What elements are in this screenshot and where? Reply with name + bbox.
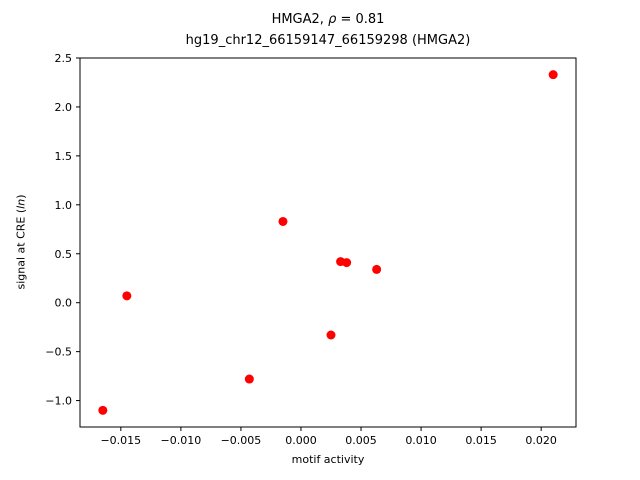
scatter-point — [326, 330, 336, 340]
x-tick-label: 0.015 — [465, 434, 497, 447]
y-tick-label: 2.0 — [55, 101, 73, 114]
scatter-point — [372, 264, 382, 274]
y-axis-label: signal at CRE (ln) — [15, 195, 28, 290]
x-axis-label: motif activity — [291, 453, 365, 466]
y-tick-label: 0.5 — [55, 248, 73, 261]
y-axis-label-prefix: signal at CRE ( — [14, 208, 28, 290]
scatter-point — [98, 405, 108, 415]
title-rho-value: = 0.81 — [336, 12, 385, 27]
y-tick-label: 1.5 — [55, 150, 73, 163]
chart-title-line2: hg19_chr12_66159147_66159298 (HMGA2) — [185, 33, 471, 48]
scatter-point — [122, 291, 132, 301]
scatter-point — [244, 374, 254, 384]
y-tick-label: 2.5 — [55, 52, 73, 65]
x-tick-label: 0.005 — [345, 434, 377, 447]
y-axis-label-suffix: ) — [14, 194, 28, 199]
x-tick-label: 0.000 — [285, 434, 317, 447]
chart-title-line1: HMGA2, ρ = 0.81 — [80, 12, 576, 27]
scatter-point — [278, 216, 288, 226]
x-tick-label: −0.010 — [161, 434, 202, 447]
title-rho-symbol: ρ — [328, 12, 337, 27]
plot-frame — [79, 57, 577, 428]
scatter-point — [342, 258, 352, 268]
y-tick-label: 1.0 — [55, 199, 73, 212]
y-tick-label: −0.5 — [45, 346, 72, 359]
y-tick-label: −1.0 — [45, 395, 72, 408]
x-tick-label: 0.020 — [525, 434, 557, 447]
y-tick-label: 0.0 — [55, 297, 73, 310]
scatter-point — [548, 70, 558, 80]
x-tick-label: 0.010 — [405, 434, 437, 447]
title-gene: HMGA2, — [271, 12, 329, 27]
x-tick-label: −0.015 — [100, 434, 141, 447]
x-tick-label: −0.005 — [221, 434, 262, 447]
y-axis-label-ln: ln — [14, 198, 28, 209]
